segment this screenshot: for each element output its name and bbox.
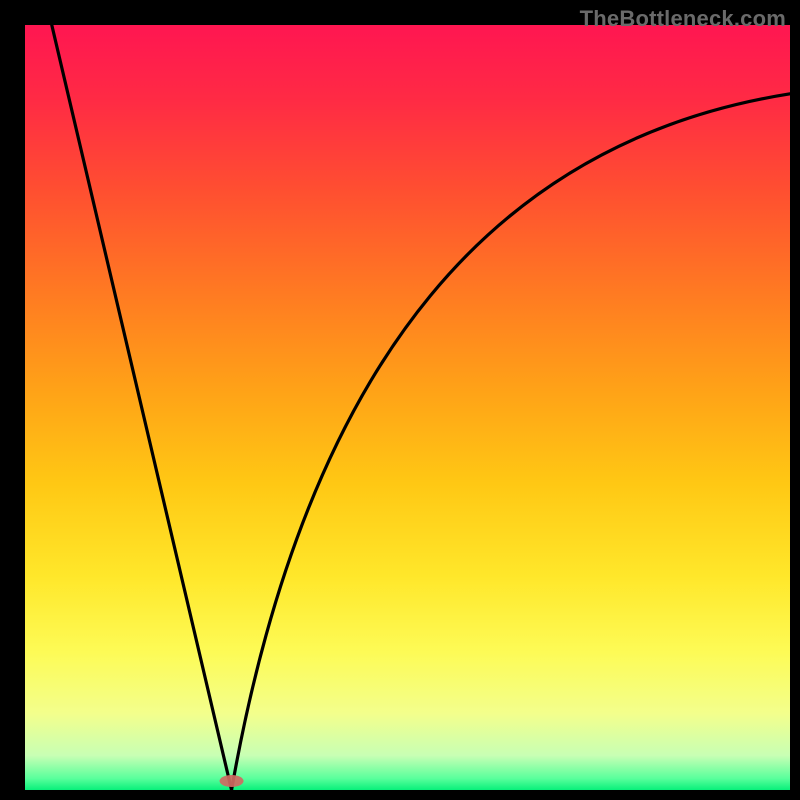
watermark-text: TheBottleneck.com [580, 6, 786, 32]
chart-container: TheBottleneck.com [0, 0, 800, 800]
curve-left-limb [52, 25, 232, 790]
bottleneck-marker [220, 775, 244, 787]
curve-right-limb [232, 94, 790, 790]
bottleneck-curve-layer [0, 0, 800, 800]
